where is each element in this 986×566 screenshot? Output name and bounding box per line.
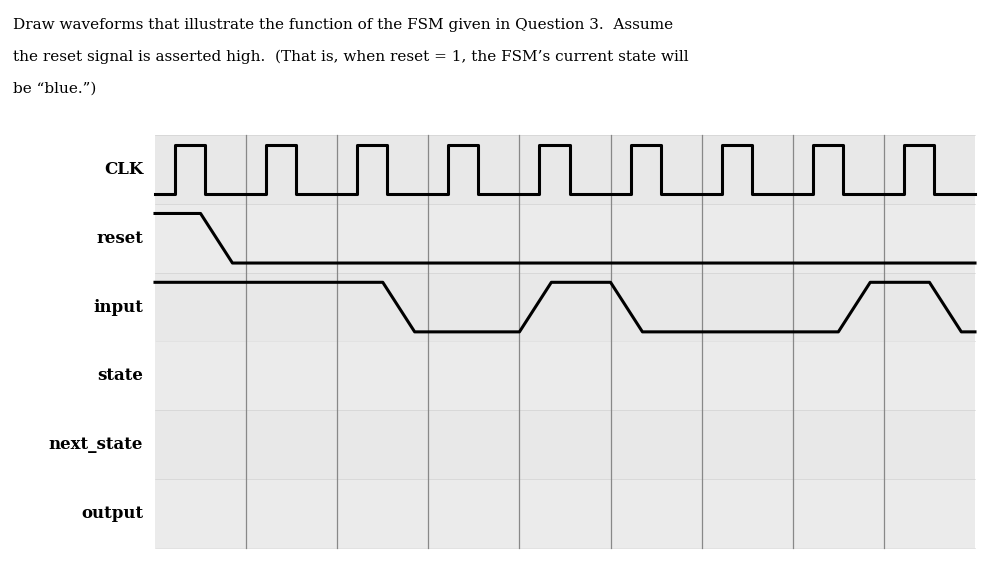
- Text: CLK: CLK: [104, 161, 143, 178]
- Bar: [155, 273, 975, 341]
- Bar: [155, 479, 975, 548]
- Bar: [155, 410, 975, 479]
- Text: Draw waveforms that illustrate the function of the FSM given in Question 3.  Ass: Draw waveforms that illustrate the funct…: [13, 18, 673, 32]
- Text: the reset signal is asserted high.  (That is, when reset = 1, the FSM’s current : the reset signal is asserted high. (That…: [13, 50, 688, 65]
- Bar: [155, 341, 975, 410]
- Bar: [155, 204, 975, 273]
- Text: be “blue.”): be “blue.”): [13, 82, 97, 96]
- Text: next_state: next_state: [48, 436, 143, 453]
- Text: input: input: [93, 299, 143, 316]
- Text: reset: reset: [96, 230, 143, 247]
- Bar: [155, 135, 975, 204]
- Text: state: state: [98, 367, 143, 384]
- Text: output: output: [81, 505, 143, 522]
